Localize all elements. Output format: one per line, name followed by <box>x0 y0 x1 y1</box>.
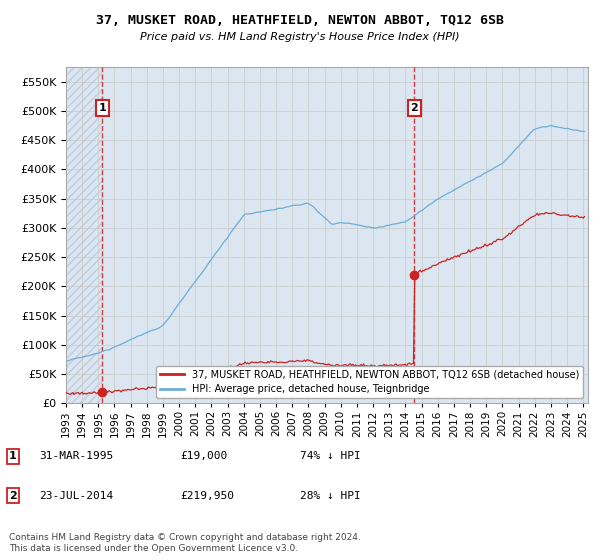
Text: 2: 2 <box>9 491 17 501</box>
Text: 1: 1 <box>98 103 106 113</box>
Text: Price paid vs. HM Land Registry's House Price Index (HPI): Price paid vs. HM Land Registry's House … <box>140 32 460 43</box>
Text: 28% ↓ HPI: 28% ↓ HPI <box>300 491 361 501</box>
Text: 37, MUSKET ROAD, HEATHFIELD, NEWTON ABBOT, TQ12 6SB: 37, MUSKET ROAD, HEATHFIELD, NEWTON ABBO… <box>96 14 504 27</box>
Text: 23-JUL-2014: 23-JUL-2014 <box>39 491 113 501</box>
Text: 2: 2 <box>410 103 418 113</box>
Text: 1: 1 <box>9 451 17 461</box>
Legend: 37, MUSKET ROAD, HEATHFIELD, NEWTON ABBOT, TQ12 6SB (detached house), HPI: Avera: 37, MUSKET ROAD, HEATHFIELD, NEWTON ABBO… <box>156 366 583 398</box>
Text: £219,950: £219,950 <box>180 491 234 501</box>
Text: Contains HM Land Registry data © Crown copyright and database right 2024.
This d: Contains HM Land Registry data © Crown c… <box>9 533 361 553</box>
Text: 74% ↓ HPI: 74% ↓ HPI <box>300 451 361 461</box>
Text: £19,000: £19,000 <box>180 451 227 461</box>
Text: 31-MAR-1995: 31-MAR-1995 <box>39 451 113 461</box>
